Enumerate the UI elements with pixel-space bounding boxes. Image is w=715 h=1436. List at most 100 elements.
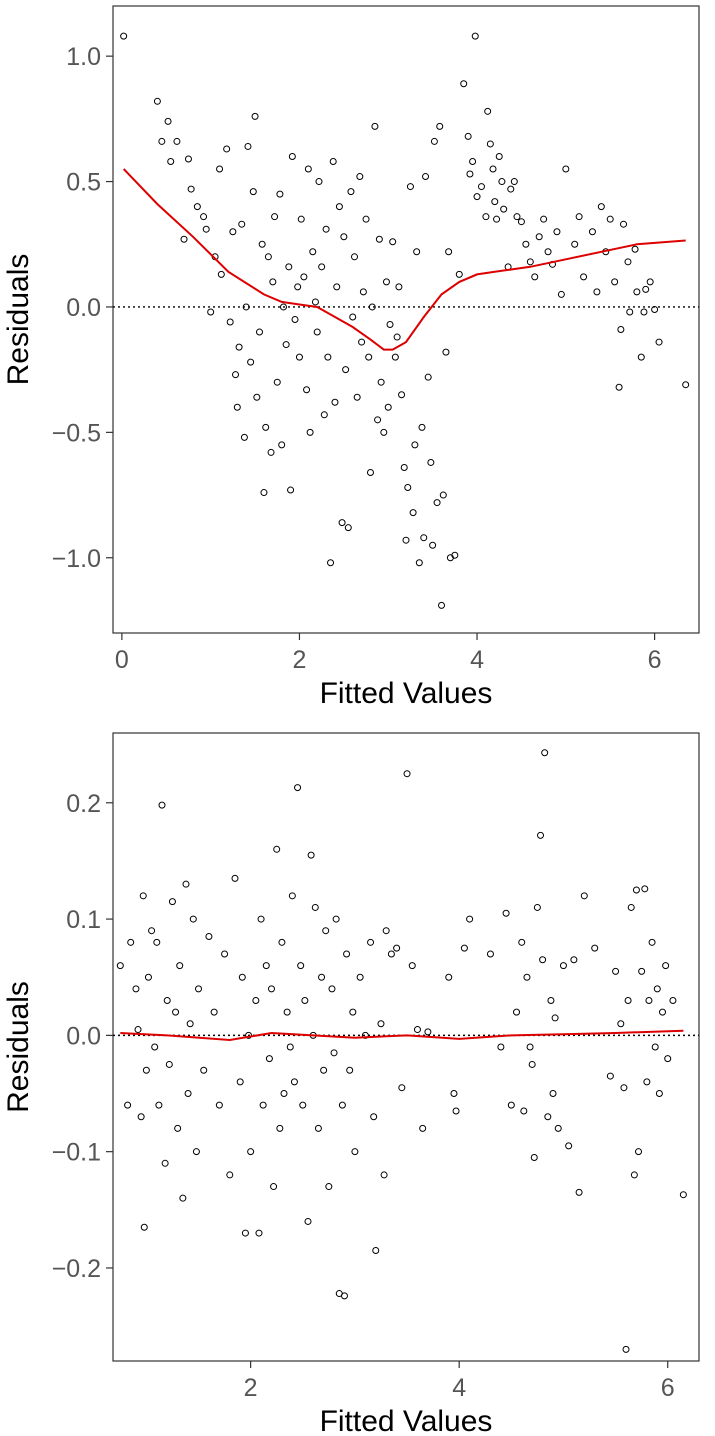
x-axis-title: Fitted Values bbox=[320, 1405, 493, 1436]
residual-point bbox=[351, 1148, 359, 1156]
residual-point bbox=[176, 962, 184, 970]
residual-point bbox=[442, 348, 450, 356]
residual-point bbox=[377, 1020, 385, 1028]
residual-point bbox=[278, 441, 286, 449]
residual-point bbox=[655, 338, 663, 346]
residual-point bbox=[570, 956, 578, 964]
residual-point bbox=[374, 416, 382, 424]
residual-point bbox=[611, 278, 619, 286]
residual-point bbox=[192, 1148, 200, 1156]
y-tick-label: −0.2 bbox=[52, 1255, 101, 1283]
residual-point bbox=[491, 198, 499, 206]
residual-point bbox=[500, 205, 508, 213]
residual-point bbox=[344, 524, 352, 532]
residual-point bbox=[469, 157, 477, 165]
residual-point bbox=[520, 1107, 528, 1115]
residual-point bbox=[251, 112, 259, 120]
plot-frame bbox=[112, 5, 700, 634]
residual-point bbox=[330, 1049, 338, 1057]
residual-point bbox=[518, 938, 526, 946]
residual-point bbox=[349, 1008, 357, 1016]
residual-point bbox=[163, 996, 171, 1004]
residual-point bbox=[232, 371, 240, 379]
residual-point bbox=[631, 245, 639, 253]
residual-point bbox=[311, 298, 319, 306]
residual-point bbox=[642, 285, 650, 293]
residual-point bbox=[571, 240, 579, 248]
residual-point bbox=[486, 950, 494, 958]
residual-point bbox=[530, 1153, 538, 1161]
residual-point bbox=[455, 270, 463, 278]
y-tick-label: 0.1 bbox=[66, 906, 101, 934]
residual-point bbox=[662, 962, 670, 970]
residual-point bbox=[202, 225, 210, 233]
residual-point bbox=[523, 973, 531, 981]
residual-point bbox=[320, 411, 328, 419]
residual-point bbox=[528, 1060, 536, 1068]
residual-point bbox=[365, 353, 373, 361]
top-residual-plot: −1.0 −0.5 0.0 0.5 1.0 0 2 4 6 Fitted Values Residu… bbox=[2, 5, 700, 710]
residual-point bbox=[617, 1020, 625, 1028]
residual-point bbox=[626, 308, 634, 316]
residual-point bbox=[134, 1026, 142, 1034]
residual-point bbox=[361, 1031, 369, 1039]
residual-point bbox=[382, 278, 390, 286]
residual-point bbox=[557, 290, 565, 298]
residual-point bbox=[318, 973, 326, 981]
residual-point bbox=[411, 441, 419, 449]
residual-point bbox=[267, 448, 275, 456]
residual-point bbox=[165, 1060, 173, 1068]
residual-point bbox=[358, 338, 366, 346]
residual-point bbox=[356, 173, 364, 181]
residual-point bbox=[279, 303, 287, 311]
residual-point bbox=[307, 851, 315, 859]
residual-point bbox=[593, 288, 601, 296]
residual-point bbox=[294, 784, 302, 792]
residual-point bbox=[498, 178, 506, 186]
residual-point bbox=[575, 1188, 583, 1196]
residual-point bbox=[513, 213, 521, 221]
residual-point bbox=[195, 985, 203, 993]
residual-point bbox=[362, 215, 370, 223]
residual-point bbox=[664, 1055, 672, 1063]
residual-point bbox=[372, 1247, 380, 1255]
residual-point bbox=[257, 915, 265, 923]
residual-point bbox=[255, 1229, 263, 1237]
residual-point bbox=[562, 165, 570, 173]
residual-point bbox=[497, 1043, 505, 1051]
residual-point bbox=[393, 944, 401, 952]
residual-point bbox=[513, 1008, 521, 1016]
residual-point bbox=[231, 874, 239, 882]
residual-point bbox=[226, 1171, 234, 1179]
residual-point bbox=[297, 962, 305, 970]
residual-point bbox=[324, 353, 332, 361]
x-tick-label: 0 bbox=[115, 646, 129, 674]
residual-point bbox=[419, 1124, 427, 1132]
residual-point bbox=[265, 1055, 273, 1063]
plot-frame bbox=[112, 732, 700, 1362]
residual-point bbox=[445, 248, 453, 256]
residual-point bbox=[252, 996, 260, 1004]
residual-point bbox=[471, 32, 479, 40]
residual-point bbox=[340, 233, 348, 241]
residual-point bbox=[267, 985, 275, 993]
residual-point bbox=[537, 831, 545, 839]
residual-point bbox=[540, 215, 548, 223]
residual-point bbox=[409, 509, 417, 517]
residual-point bbox=[338, 519, 346, 527]
residual-point bbox=[200, 1066, 208, 1074]
y-tick-label: 0.0 bbox=[66, 1022, 101, 1050]
residual-point bbox=[174, 1124, 182, 1132]
residual-point bbox=[353, 393, 361, 401]
loess-smoother-line bbox=[122, 168, 686, 351]
residual-point bbox=[544, 248, 552, 256]
residual-point bbox=[612, 967, 620, 975]
residual-point bbox=[322, 927, 330, 935]
x-tick-label: 2 bbox=[244, 1374, 258, 1402]
residual-point bbox=[398, 1084, 406, 1092]
residual-point bbox=[427, 458, 435, 466]
residual-point bbox=[207, 308, 215, 316]
residual-point bbox=[153, 97, 161, 105]
residual-point bbox=[391, 353, 399, 361]
residual-point bbox=[193, 203, 201, 211]
